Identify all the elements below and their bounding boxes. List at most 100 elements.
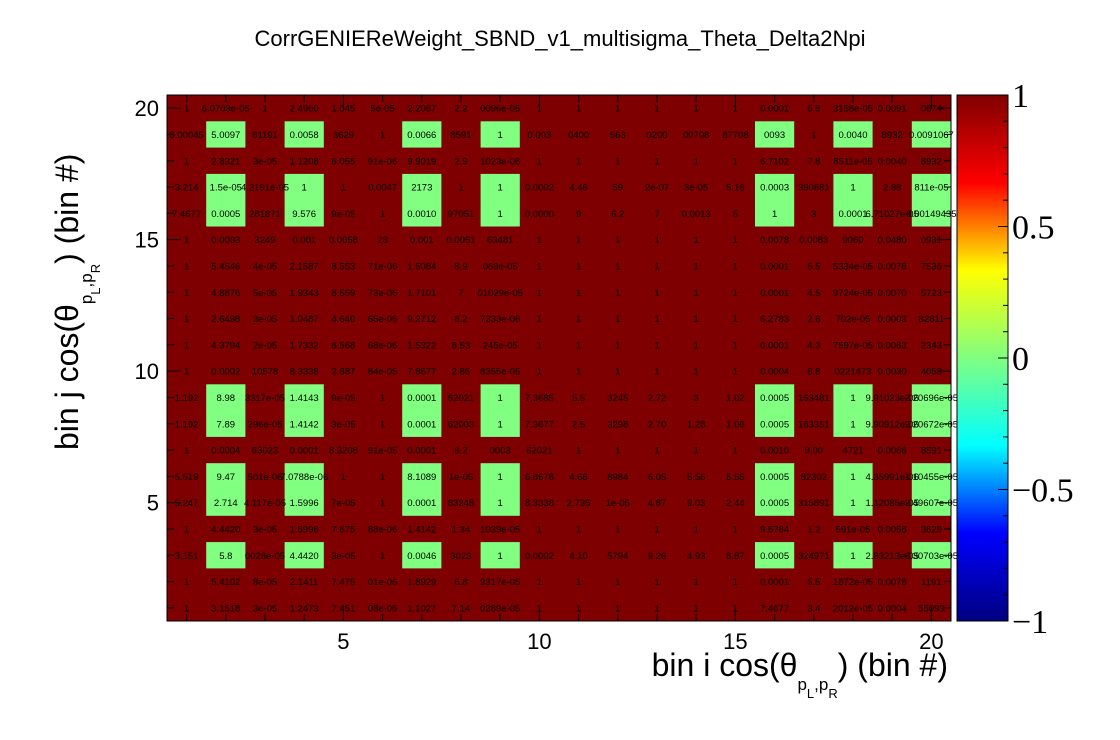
cell-value-label: 0.0005 xyxy=(211,209,240,220)
x-tick-label: 15 xyxy=(723,629,747,654)
cell-value-label: 0.0091067 xyxy=(909,130,954,141)
heatmap-cell xyxy=(833,463,873,490)
cell-value-label: 1 xyxy=(380,419,385,430)
cell-value-label: 1 xyxy=(498,498,503,509)
heatmap-cell xyxy=(794,568,834,596)
cell-value-label: 1 xyxy=(537,235,542,246)
heatmap-cell xyxy=(755,173,795,201)
heatmap-cell xyxy=(833,331,873,359)
cell-value-label: 1.7101 xyxy=(407,288,436,299)
cell-value-label: 1.1208 xyxy=(290,156,319,167)
cell-value-label: 2.714 xyxy=(214,498,238,509)
cell-value-label: 9.576 xyxy=(292,209,316,220)
cell-value-label: 1 xyxy=(498,209,503,220)
cell-value-label: 1 xyxy=(576,524,581,535)
heatmap-cell xyxy=(441,121,481,148)
cell-value-label: 1 xyxy=(615,261,620,272)
cell-value-label: 1 xyxy=(302,183,307,194)
cell-value-label: 91e-05 xyxy=(368,446,398,457)
cell-value-label: 390681 xyxy=(798,183,830,194)
x-axis-title-sub1: p xyxy=(797,675,806,694)
cell-value-label: 9.90912e-06 xyxy=(866,419,919,430)
cell-value-label: 1 xyxy=(498,183,503,194)
heatmap-cell xyxy=(206,252,246,280)
cell-value-label: 9 xyxy=(576,209,581,220)
heatmap-cell xyxy=(441,279,481,306)
cell-value-label: 2.72 xyxy=(648,393,667,404)
cell-value-label: 1.8929 xyxy=(407,577,436,588)
cell-value-label: 1 xyxy=(733,104,738,115)
heatmap-cell xyxy=(872,410,913,438)
cell-value-label: 1 xyxy=(537,367,542,378)
cell-value-label: 3245 xyxy=(607,393,628,404)
cell-value-label: 2.735 xyxy=(567,498,591,509)
cell-value-label: 1.5996 xyxy=(290,524,319,535)
cell-value-label: 1 xyxy=(694,446,699,457)
cell-value-label: 9317e-05 xyxy=(480,577,520,588)
cell-value-label: 0.003 xyxy=(528,130,552,141)
heatmap-cell xyxy=(323,226,364,254)
heatmap-cell xyxy=(245,200,285,227)
heatmap-cell xyxy=(480,410,521,438)
cell-value-label: 7.89 xyxy=(217,419,236,430)
heatmap-cell xyxy=(872,384,913,411)
heatmap-cell xyxy=(245,568,285,596)
heatmap-cell xyxy=(794,358,834,385)
cell-value-label: 4.640 xyxy=(332,314,356,325)
cell-value-label: 1.0487 xyxy=(290,314,319,325)
cell-value-label: 3e-05 xyxy=(331,551,355,562)
cell-value-label: 0.001 xyxy=(410,235,434,246)
cell-value-label: 0400 xyxy=(568,130,589,141)
x-tick-label: 5 xyxy=(337,629,349,654)
heatmap-cell xyxy=(284,568,325,596)
heatmap-cell xyxy=(637,358,677,385)
heatmap-cell xyxy=(245,489,285,517)
cell-value-label: 0.0001 xyxy=(760,340,789,351)
cell-value-label: 4.2191e-05 xyxy=(241,183,289,194)
heatmap-cell xyxy=(715,463,756,490)
heatmap-cell xyxy=(519,305,560,333)
heatmap-cell xyxy=(755,489,795,517)
heatmap-cell xyxy=(363,331,403,359)
cell-value-label: 4.4420 xyxy=(211,524,240,535)
heatmap-cell xyxy=(323,489,364,517)
cell-value-label: 1 xyxy=(341,183,346,194)
cell-value-label: 702e-05 xyxy=(836,314,871,325)
cell-value-label: 1 xyxy=(654,104,659,115)
cell-value-label: 0.0070 xyxy=(878,288,907,299)
cell-value-label: 1.045 xyxy=(332,104,356,115)
heatmap-cell xyxy=(284,147,325,175)
heatmap-cell xyxy=(676,121,717,148)
cell-value-label: 8.53 xyxy=(452,340,471,351)
heatmap-cell xyxy=(755,305,795,333)
cell-value-label: 01029e-05 xyxy=(477,288,522,299)
cell-value-label: 1.4142 xyxy=(290,419,319,430)
heatmap-cell xyxy=(441,410,481,438)
cell-value-label: 3e-05 xyxy=(253,524,277,535)
heatmap-cell xyxy=(755,463,795,490)
cell-value-label: 2.2 xyxy=(454,104,467,115)
x-axis-title-sub2: p xyxy=(819,675,828,694)
heatmap-cell xyxy=(480,568,521,596)
heatmap-cell xyxy=(833,305,873,333)
cell-value-label: 1 xyxy=(184,446,189,457)
cell-value-label: 0.0047 xyxy=(368,183,397,194)
cell-value-label: 6.7102 xyxy=(760,156,789,167)
cell-value-label: 9724e-05 xyxy=(833,288,873,299)
heatmap-cell xyxy=(598,147,638,175)
heatmap-cell xyxy=(245,331,285,359)
heatmap-cell xyxy=(363,358,403,385)
cell-value-label: 9e-05 xyxy=(331,209,355,220)
cell-value-label: 00708 xyxy=(683,130,709,141)
cell-value-label: 8e-05 xyxy=(253,577,277,588)
cell-value-label: 1 xyxy=(694,367,699,378)
cell-value-label: 1 xyxy=(654,524,659,535)
heatmap-cell xyxy=(363,436,403,464)
heatmap-cell xyxy=(598,515,638,543)
cell-value-label: 9.9019 xyxy=(407,156,436,167)
heatmap-cell xyxy=(676,384,717,411)
heatmap-cell xyxy=(833,147,873,175)
heatmap-cell xyxy=(323,279,364,306)
cell-value-label: 1 xyxy=(537,288,542,299)
heatmap-cell xyxy=(245,436,285,464)
